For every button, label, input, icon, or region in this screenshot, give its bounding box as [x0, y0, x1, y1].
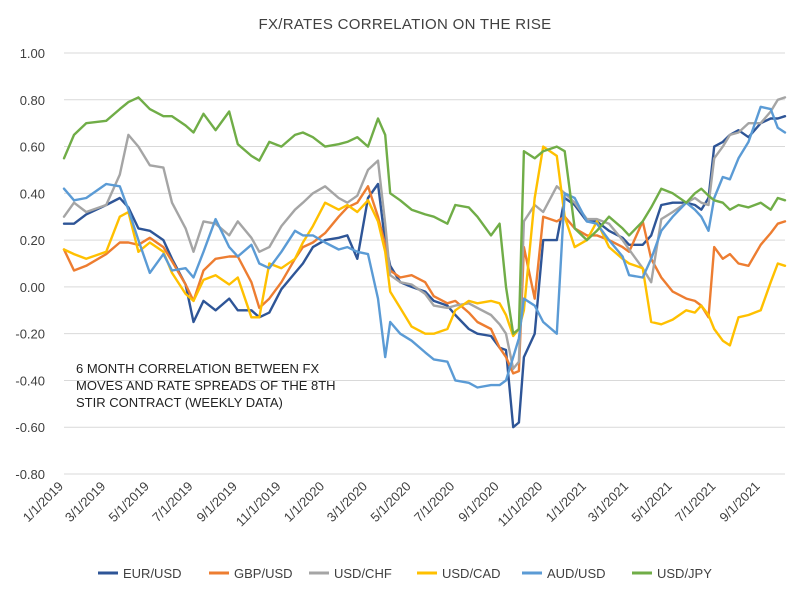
- x-tick-label: 1/1/2020: [281, 479, 327, 525]
- x-tick-label: 1/1/2019: [20, 479, 66, 525]
- y-tick-label: -0.60: [15, 420, 45, 435]
- y-tick-label: 0.00: [20, 280, 45, 295]
- x-tick-label: 3/1/2021: [585, 479, 631, 525]
- legend-label: USD/CAD: [442, 566, 501, 581]
- y-tick-label: -0.40: [15, 373, 45, 388]
- x-tick-label: 11/1/2020: [495, 479, 546, 530]
- x-axis-ticks: 1/1/20193/1/20195/1/20197/1/20199/1/2019…: [20, 479, 763, 530]
- x-tick-label: 7/1/2019: [149, 479, 195, 525]
- series-line-gbp-usd: [62, 185, 787, 375]
- chart-annotation: 6 MONTH CORRELATION BETWEEN FX MOVES AND …: [76, 361, 336, 410]
- annotation-line: 6 MONTH CORRELATION BETWEEN FX: [76, 361, 319, 376]
- y-axis-ticks: 1.00 0.80 0.60 0.40 0.20 0.00 -0.20 -0.40 -0.60 -…: [15, 46, 45, 482]
- y-tick-label: 0.20: [20, 233, 45, 248]
- chart-title: FX/RATES CORRELATION ON THE RISE: [259, 16, 552, 33]
- x-tick-label: 7/1/2020: [411, 479, 457, 525]
- y-tick-label: 1.00: [20, 46, 45, 61]
- series-line-usd-cad: [62, 145, 787, 347]
- gridlines: [64, 52, 785, 475]
- x-tick-label: 9/1/2021: [716, 479, 762, 525]
- x-tick-label: 1/1/2021: [543, 479, 589, 525]
- legend-label: USD/CHF: [334, 566, 392, 581]
- legend-label: GBP/USD: [234, 566, 293, 581]
- x-tick-label: 7/1/2021: [672, 479, 718, 525]
- annotation-line: STIR CONTRACT (WEEKLY DATA): [76, 395, 283, 410]
- y-tick-label: -0.20: [15, 327, 45, 342]
- y-tick-label: 0.80: [20, 93, 45, 108]
- legend: EUR/USD GBP/USD USD/CHF USD/CAD AUD/USD USD/J…: [98, 566, 712, 581]
- y-tick-label: -0.80: [15, 467, 45, 482]
- legend-label: AUD/USD: [547, 566, 606, 581]
- x-tick-label: 5/1/2019: [106, 479, 152, 525]
- y-tick-label: 0.60: [20, 140, 45, 155]
- x-tick-label: 11/1/2019: [233, 479, 284, 530]
- x-tick-label: 3/1/2019: [62, 479, 108, 525]
- x-tick-label: 5/1/2020: [367, 479, 413, 525]
- y-tick-label: 0.40: [20, 186, 45, 201]
- x-tick-label: 5/1/2021: [628, 479, 674, 525]
- series-line-usd-jpy: [62, 96, 787, 335]
- series-line-usd-chf: [62, 96, 787, 370]
- x-tick-label: 3/1/2020: [324, 479, 370, 525]
- legend-label: USD/JPY: [657, 566, 712, 581]
- series-line-aud-usd: [62, 105, 787, 389]
- legend-label: EUR/USD: [123, 566, 182, 581]
- annotation-line: MOVES AND RATE SPREADS OF THE 8TH: [76, 378, 336, 393]
- series-lines: [62, 96, 787, 429]
